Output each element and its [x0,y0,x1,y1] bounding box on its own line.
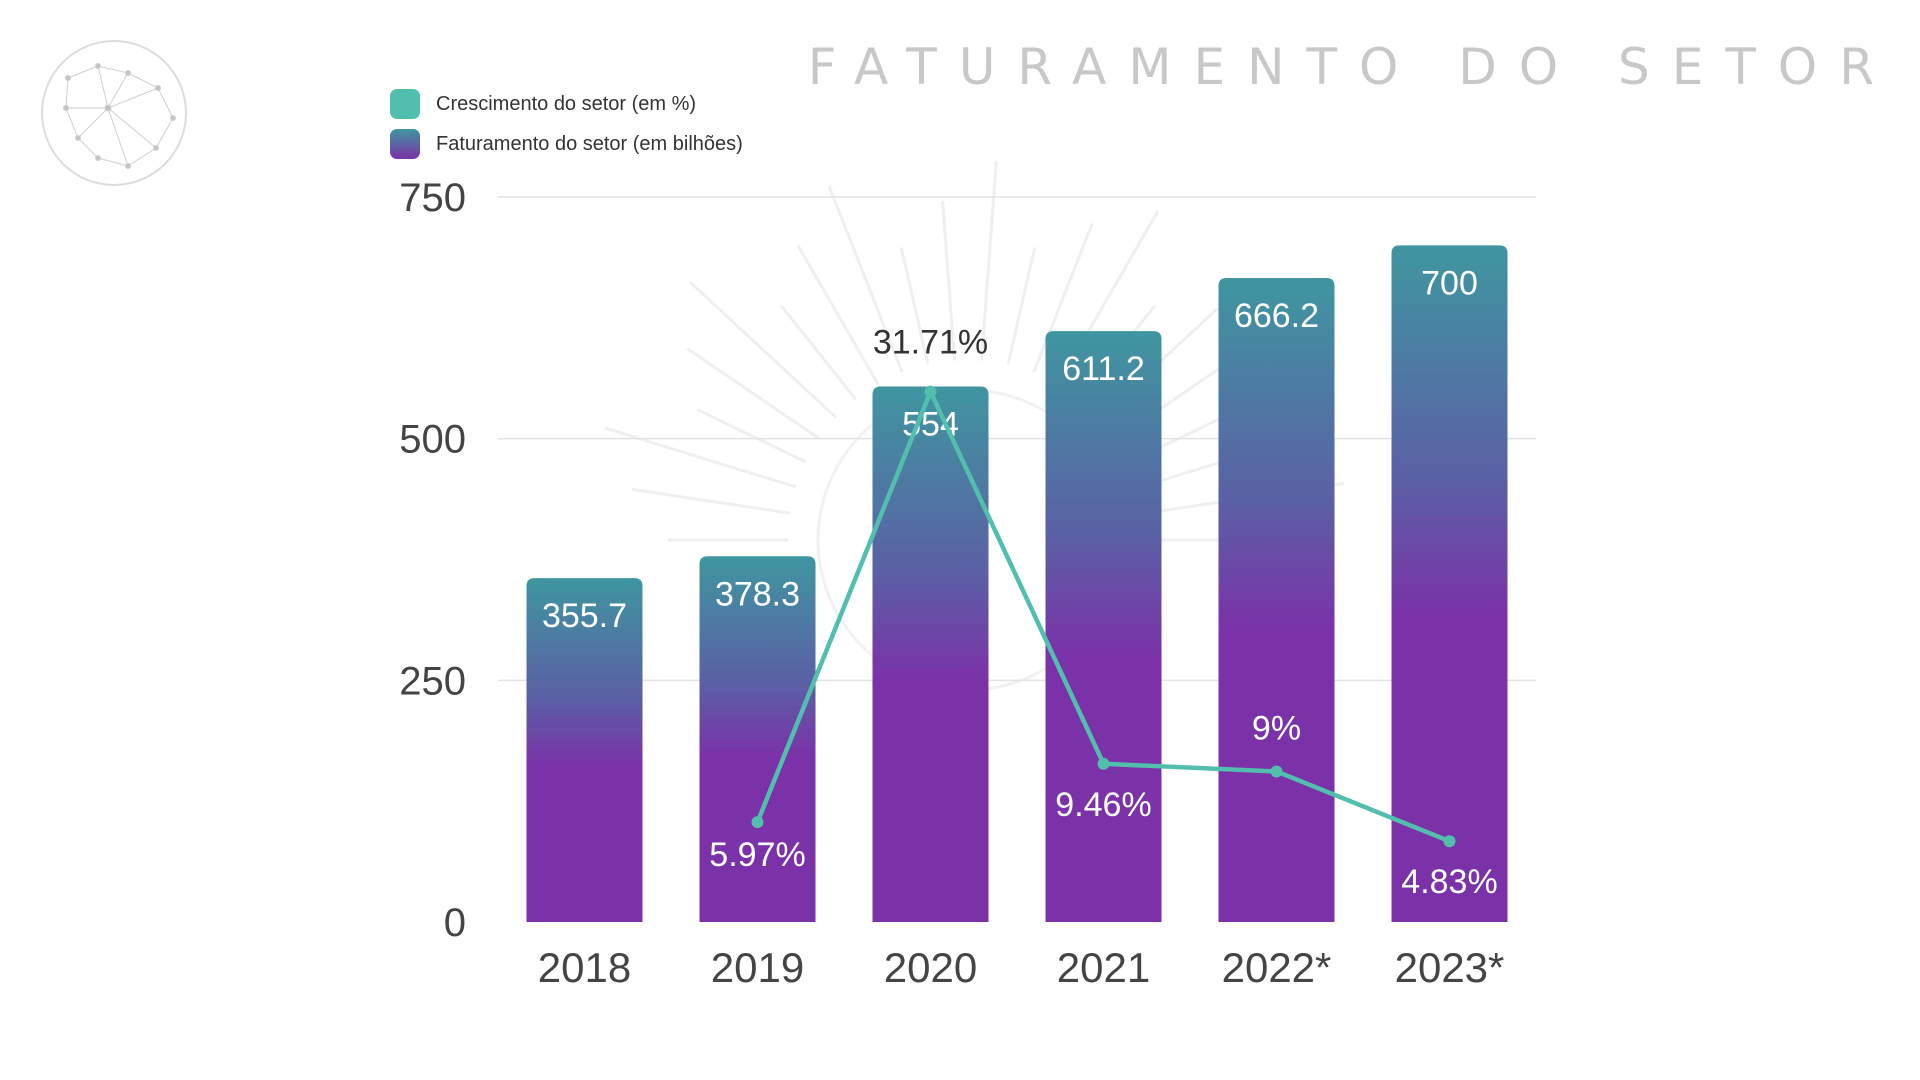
growth-value-label: 9.46% [1055,786,1151,824]
growth-point [751,816,764,829]
growth-value-label: 31.71% [873,324,988,362]
legend-swatch-growth [390,89,420,119]
chart-legend: Crescimento do setor (em %) Faturamento … [390,84,743,164]
x-tick-label: 2019 [711,944,804,991]
legend-label-growth: Crescimento do setor (em %) [436,92,697,115]
x-tick-label: 2020 [884,944,977,991]
bar-value-label: 700 [1421,264,1478,302]
globe-network-icon [41,40,187,186]
bar-value-label: 666.2 [1234,297,1319,335]
y-tick-label: 250 [399,659,466,703]
growth-point [924,385,937,398]
growth-value-label: 4.83% [1401,863,1497,901]
bar [699,556,816,922]
y-tick-label: 500 [399,418,466,462]
bar [1391,245,1508,923]
bar [1218,278,1335,922]
bar [1045,331,1162,922]
legend-item-revenue: Faturamento do setor (em bilhões) [390,124,743,164]
growth-value-label: 5.97% [709,836,805,874]
bar-value-label: 611.2 [1062,350,1145,388]
legend-swatch-revenue [390,129,420,159]
x-tick-label: 2021 [1057,944,1150,991]
y-tick-label: 750 [399,176,466,220]
page-title: FATURAMENTO DO SETOR [807,38,1896,96]
x-tick-label: 2018 [538,944,631,991]
bar [526,578,643,922]
x-tick-label: 2023* [1395,944,1505,991]
legend-label-revenue: Faturamento do setor (em bilhões) [436,132,743,155]
growth-point [1097,757,1110,770]
y-tick-label: 0 [444,901,466,945]
growth-point [1270,765,1283,778]
legend-item-growth: Crescimento do setor (em %) [390,84,743,124]
bar-value-label: 378.3 [715,575,800,613]
growth-point [1443,835,1456,848]
bar-value-label: 355.7 [542,597,627,635]
growth-value-label: 9% [1252,709,1301,747]
x-tick-label: 2022* [1222,944,1332,991]
bar [872,386,989,922]
